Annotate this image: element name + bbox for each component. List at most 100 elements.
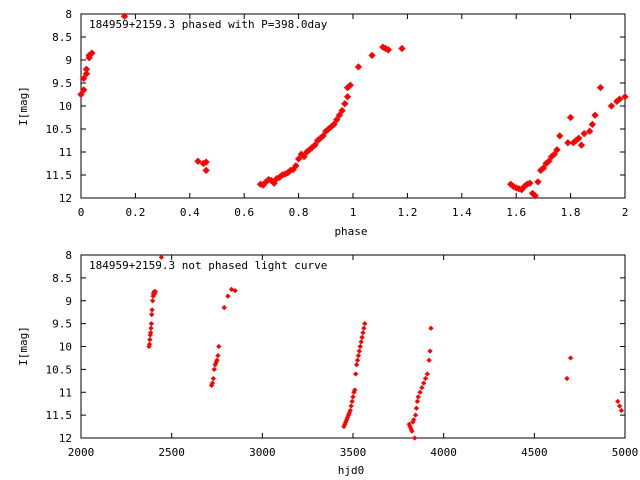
unphased-data-point (147, 337, 153, 343)
unphased-data-point (350, 394, 356, 400)
phased-x-tick-label: 1 (350, 206, 357, 219)
unphased-data-point (417, 389, 423, 395)
phased-x-tick-label: 1.4 (452, 206, 472, 219)
unphased-data-point (414, 398, 420, 405)
phased-data-point (202, 158, 210, 166)
phased-x-tick-label: 0.2 (125, 206, 145, 219)
unphased-data-point (422, 375, 429, 382)
phased-data-point (577, 141, 586, 149)
phased-x-tick-label: 1.6 (506, 206, 526, 219)
unphased-data-point (149, 307, 155, 313)
phased-data-point (368, 51, 376, 60)
phased-data-point (607, 102, 616, 110)
phased-y-tick-label: 8.5 (52, 31, 72, 44)
phased-data-point (80, 74, 88, 83)
phased-y-tick-label: 10.5 (46, 123, 73, 136)
unphased-data-point (567, 355, 574, 361)
unphased-data-point (427, 348, 433, 354)
phased-data-point (294, 155, 303, 163)
unphased-data-point (211, 366, 217, 372)
unphased-x-tick-label: 3500 (340, 446, 367, 459)
unphased-data-point (356, 348, 362, 354)
unphased-data-point (354, 362, 360, 368)
phased-data-point (202, 166, 210, 175)
unphased-x-axis-label: hjd0 (338, 464, 365, 477)
phased-data-point (621, 93, 629, 101)
unphased-plot-title: 184959+2159.3 not phased light curve (89, 259, 327, 272)
phased-data-point (77, 90, 85, 99)
phased-y-tick-label: 10 (59, 100, 72, 113)
unphased-data-point (618, 407, 624, 414)
unphased-x-tick-label: 2000 (68, 446, 95, 459)
unphased-y-tick-label: 9.5 (52, 318, 72, 331)
phased-x-tick-label: 2 (622, 206, 629, 219)
unphased-data-point (426, 357, 432, 363)
phased-data-point (292, 162, 300, 170)
unphased-y-tick-label: 8 (65, 249, 72, 262)
phased-x-tick-label: 1.2 (397, 206, 417, 219)
unphased-data-point (221, 304, 227, 311)
unphased-data-point (412, 412, 419, 418)
phased-data-point (526, 179, 534, 187)
unphased-x-tick-label: 4500 (521, 446, 548, 459)
unphased-data-point (349, 398, 355, 405)
unphased-data-point (355, 353, 362, 359)
unphased-data-point (209, 380, 216, 386)
phased-data-point (120, 12, 129, 20)
unphased-data-point (415, 394, 421, 400)
unphased-data-points (146, 254, 624, 441)
phased-data-point (333, 116, 341, 124)
phased-data-point (534, 178, 542, 186)
phased-x-tick-label: 0 (78, 206, 85, 219)
phased-data-point (580, 129, 588, 138)
unphased-data-point (419, 385, 425, 391)
unphased-data-point (150, 298, 156, 304)
unphased-y-tick-label: 10.5 (46, 363, 73, 376)
phased-data-point (341, 100, 349, 108)
phased-data-point (531, 192, 539, 200)
phased-data-point (556, 132, 564, 140)
phased-data-point (354, 63, 363, 71)
unphased-data-point (215, 353, 221, 359)
phased-data-point (194, 157, 202, 165)
unphased-data-point (225, 293, 231, 299)
unphased-panel: 184959+2159.3 not phased light curve hjd… (17, 249, 638, 477)
phased-x-tick-label: 1.8 (561, 206, 581, 219)
unphased-data-point (409, 428, 415, 434)
phased-y-tick-label: 9 (65, 54, 72, 67)
phased-data-point (398, 44, 406, 53)
phased-x-axis-label: phase (334, 225, 367, 238)
unphased-data-point (361, 325, 367, 331)
unphased-data-point (354, 357, 361, 363)
unphased-data-point (210, 375, 216, 382)
phased-data-point (346, 81, 354, 89)
phased-data-point (311, 141, 319, 149)
phased-plot-title: 184959+2159.3 phased with P=398.0day (89, 18, 328, 31)
unphased-data-point (359, 334, 365, 340)
phased-data-point (615, 95, 624, 103)
phased-data-point (575, 134, 583, 142)
unphased-data-point (148, 321, 154, 327)
phased-data-point (289, 165, 297, 174)
unphased-data-point (358, 339, 364, 345)
phased-data-points (77, 12, 629, 200)
phased-x-tick-label: 0.8 (289, 206, 309, 219)
unphased-x-tick-label: 4000 (430, 446, 457, 459)
phased-data-point (566, 113, 575, 122)
unphased-data-point (148, 330, 154, 336)
phased-data-point (300, 152, 308, 161)
phased-data-point (330, 120, 338, 129)
phased-data-point (596, 83, 605, 92)
unphased-data-point (228, 286, 235, 292)
unphased-y-axis-label: I[mag] (17, 326, 30, 366)
phased-data-point (319, 132, 327, 140)
phased-data-point (338, 106, 346, 115)
phased-data-point (539, 164, 548, 172)
phased-x-tick-label: 0.4 (180, 206, 200, 219)
phased-y-tick-label: 9.5 (52, 77, 72, 90)
phased-y-tick-label: 11.5 (46, 169, 73, 182)
phased-data-point (82, 65, 91, 73)
phased-data-point (384, 46, 392, 54)
phased-data-point (270, 179, 278, 187)
